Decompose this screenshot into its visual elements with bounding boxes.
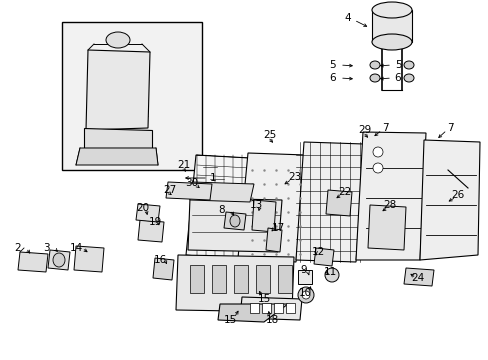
Ellipse shape [372,163,382,173]
Polygon shape [76,148,158,165]
Polygon shape [84,128,152,148]
Text: 7: 7 [381,123,387,133]
Text: 14: 14 [69,243,82,253]
Polygon shape [48,250,70,270]
Text: 18: 18 [265,315,278,325]
Polygon shape [176,255,293,312]
Text: 29: 29 [358,125,371,135]
Ellipse shape [372,147,382,157]
Polygon shape [187,198,282,252]
Text: 3: 3 [42,243,49,253]
Text: 21: 21 [177,160,190,170]
Polygon shape [265,228,282,252]
Text: 5: 5 [394,60,401,70]
Polygon shape [295,142,363,262]
Bar [262,303,270,313]
Text: 30: 30 [185,178,198,188]
Polygon shape [153,258,174,280]
Polygon shape [218,304,287,322]
Polygon shape [355,132,425,260]
Polygon shape [165,182,212,200]
Polygon shape [371,10,411,42]
Text: 24: 24 [410,273,424,283]
Ellipse shape [369,61,379,69]
Bar [285,303,294,313]
Text: 19: 19 [148,217,162,227]
Polygon shape [325,190,351,216]
Polygon shape [138,220,163,242]
Polygon shape [419,140,479,260]
Text: 28: 28 [383,200,396,210]
Bar [234,265,247,293]
Ellipse shape [371,34,411,50]
Bar [249,303,259,313]
Text: 17: 17 [271,223,284,233]
Ellipse shape [302,291,309,299]
Ellipse shape [403,61,413,69]
Bar [62,22,202,170]
Bar [278,265,291,293]
Text: 6: 6 [394,73,401,83]
Ellipse shape [369,74,379,82]
Ellipse shape [325,268,338,282]
Polygon shape [18,252,48,272]
Text: 11: 11 [323,267,336,277]
Text: 13: 13 [249,200,262,210]
Text: 27: 27 [163,185,176,195]
Text: 5: 5 [329,60,336,70]
Text: 10: 10 [298,288,311,298]
Text: 25: 25 [263,130,276,140]
Text: 15: 15 [257,294,270,304]
Bar [212,265,225,293]
Text: 22: 22 [338,187,351,197]
Text: 9: 9 [300,265,306,275]
Polygon shape [240,297,302,320]
Bar [190,265,203,293]
Polygon shape [367,205,405,250]
Polygon shape [86,50,150,130]
Polygon shape [136,204,160,222]
Bar [297,270,311,284]
Polygon shape [251,200,275,232]
Ellipse shape [403,74,413,82]
Polygon shape [403,268,433,286]
Polygon shape [185,155,249,260]
Text: 12: 12 [311,247,324,257]
Text: 8: 8 [218,205,225,215]
Polygon shape [190,182,253,202]
Text: 6: 6 [329,73,336,83]
Bar [273,303,283,313]
Polygon shape [224,212,245,230]
Text: 7: 7 [446,123,452,133]
Polygon shape [313,248,333,266]
Bar [256,265,269,293]
Ellipse shape [297,287,313,303]
Text: 4: 4 [344,13,350,23]
Polygon shape [74,246,104,272]
Text: 2: 2 [15,243,21,253]
Ellipse shape [53,253,65,267]
Text: 16: 16 [153,255,166,265]
Text: 15: 15 [223,315,236,325]
Ellipse shape [229,215,240,227]
Polygon shape [238,153,305,262]
Ellipse shape [371,2,411,18]
Text: 26: 26 [450,190,464,200]
Text: 20: 20 [136,203,149,213]
Text: 1: 1 [209,173,216,183]
Text: 23: 23 [288,172,301,182]
Ellipse shape [106,32,130,48]
